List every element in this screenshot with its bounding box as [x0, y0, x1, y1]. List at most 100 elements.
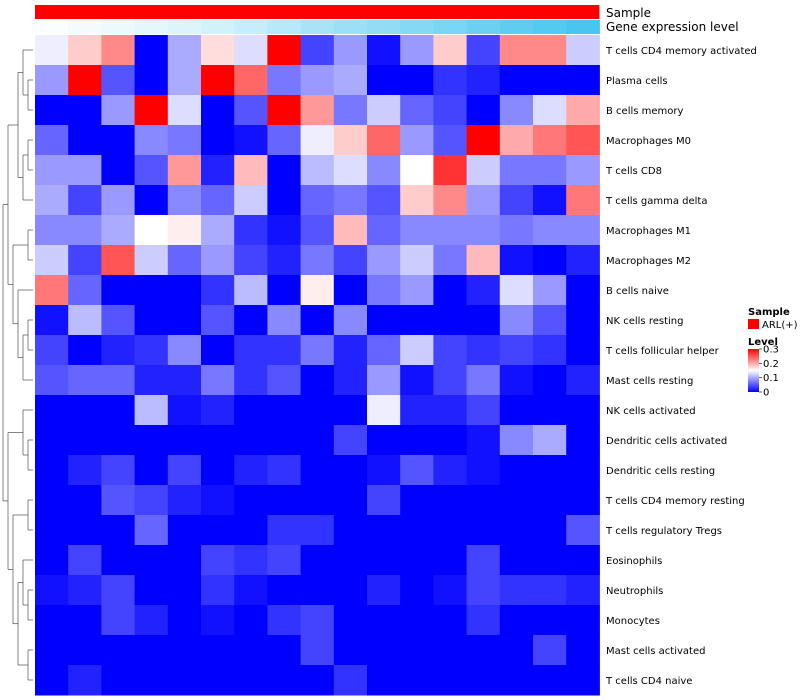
heatmap-cell	[466, 545, 501, 576]
heatmap-cell	[566, 35, 600, 66]
row-label: Plasma cells	[606, 76, 668, 87]
expression-annotation-cell	[367, 20, 401, 34]
heatmap-cell	[101, 335, 136, 366]
heatmap-cell	[167, 635, 202, 666]
heatmap-cell	[267, 665, 302, 696]
heatmap-cell	[167, 185, 202, 216]
heatmap-cell	[333, 545, 368, 576]
heatmap-cell	[101, 185, 136, 216]
heatmap-cell	[367, 365, 401, 396]
heatmap-cell	[267, 35, 302, 66]
heatmap-cell	[234, 425, 268, 456]
heatmap-cell	[333, 605, 368, 636]
heatmap-cell	[101, 65, 136, 96]
heatmap-cell	[267, 425, 302, 456]
heatmap-cell	[35, 635, 69, 666]
heatmap-cell	[300, 455, 335, 486]
expression-annotation-cell	[234, 20, 268, 34]
heatmap-cell	[433, 425, 468, 456]
heatmap-cell	[367, 515, 401, 546]
heatmap-cell	[134, 155, 169, 186]
heatmap-cell	[433, 245, 468, 276]
heatmap-cell	[234, 305, 268, 336]
heatmap-cell	[201, 395, 235, 426]
heatmap-cell	[201, 65, 235, 96]
heatmap-cell	[566, 575, 600, 606]
heatmap-cell	[35, 455, 69, 486]
heatmap-cell	[466, 125, 501, 156]
heatmap-cell	[201, 245, 235, 276]
heatmap-cell	[400, 275, 434, 306]
heatmap-cell	[333, 395, 368, 426]
heatmap-cell	[400, 335, 434, 366]
legend: Sample ARL(+) Level 0.3 0.2 0.1 0	[748, 307, 798, 399]
heatmap-cell	[466, 245, 501, 276]
heatmap-cell	[68, 35, 102, 66]
heatmap-cell	[466, 155, 501, 186]
heatmap-cell	[134, 335, 169, 366]
heatmap-cell	[300, 425, 335, 456]
heatmap-cell	[35, 305, 69, 336]
row-label: B cells memory	[606, 106, 683, 117]
heatmap-cell	[367, 545, 401, 576]
heatmap-cell	[300, 95, 335, 126]
heatmap-cell	[201, 305, 235, 336]
heatmap-cell	[566, 215, 600, 246]
heatmap-cell	[300, 545, 335, 576]
heatmap-cell	[35, 95, 69, 126]
heatmap-cell	[400, 635, 434, 666]
heatmap-cell	[101, 665, 136, 696]
heatmap-cell	[234, 185, 268, 216]
heatmap-cell	[400, 185, 434, 216]
heatmap-cell	[134, 215, 169, 246]
heatmap-cell	[35, 485, 69, 516]
heatmap-cell	[533, 155, 567, 186]
heatmap-cell	[533, 305, 567, 336]
heatmap-cell	[167, 455, 202, 486]
heatmap-cell	[267, 215, 302, 246]
heatmap-cell	[101, 425, 136, 456]
heatmap-cell	[466, 665, 501, 696]
row-label: NK cells resting	[606, 316, 683, 327]
heatmap-cell	[167, 545, 202, 576]
heatmap-cell	[267, 395, 302, 426]
heatmap-cell	[101, 545, 136, 576]
heatmap-cell	[35, 155, 69, 186]
heatmap-cell	[433, 575, 468, 606]
heatmap-cell	[367, 605, 401, 636]
heatmap-cell	[533, 575, 567, 606]
expression-annotation-cell	[499, 20, 534, 34]
heatmap-cell	[433, 305, 468, 336]
heatmap-cell	[134, 665, 169, 696]
heatmap-cell	[367, 575, 401, 606]
legend-sample-swatch	[748, 319, 759, 329]
legend-level-title: Level	[748, 337, 778, 348]
heatmap-cell	[35, 545, 69, 576]
heatmap-cell	[499, 635, 534, 666]
heatmap-cell	[533, 95, 567, 126]
heatmap-cell	[68, 515, 102, 546]
heatmap-cell	[201, 635, 235, 666]
heatmap-cell	[433, 95, 468, 126]
heatmap-cell	[300, 605, 335, 636]
heatmap-cell	[533, 455, 567, 486]
heatmap-cell	[400, 35, 434, 66]
heatmap-cell	[400, 155, 434, 186]
heatmap-cell	[499, 575, 534, 606]
heatmap-cell	[134, 125, 169, 156]
heatmap-cell	[267, 635, 302, 666]
heatmap-cell	[566, 515, 600, 546]
heatmap-cell	[499, 65, 534, 96]
heatmap-cell	[300, 155, 335, 186]
heatmap-cell	[68, 665, 102, 696]
heatmap-cell	[167, 335, 202, 366]
expression-annotation-cell	[68, 20, 102, 34]
heatmap-cell	[35, 35, 69, 66]
heatmap-cell	[167, 65, 202, 96]
row-label: T cells CD4 naive	[605, 676, 692, 687]
heatmap-cell	[400, 665, 434, 696]
heatmap-cell	[35, 335, 69, 366]
heatmap-cell	[35, 575, 69, 606]
heatmap-cell	[400, 545, 434, 576]
heatmap-cell	[367, 95, 401, 126]
